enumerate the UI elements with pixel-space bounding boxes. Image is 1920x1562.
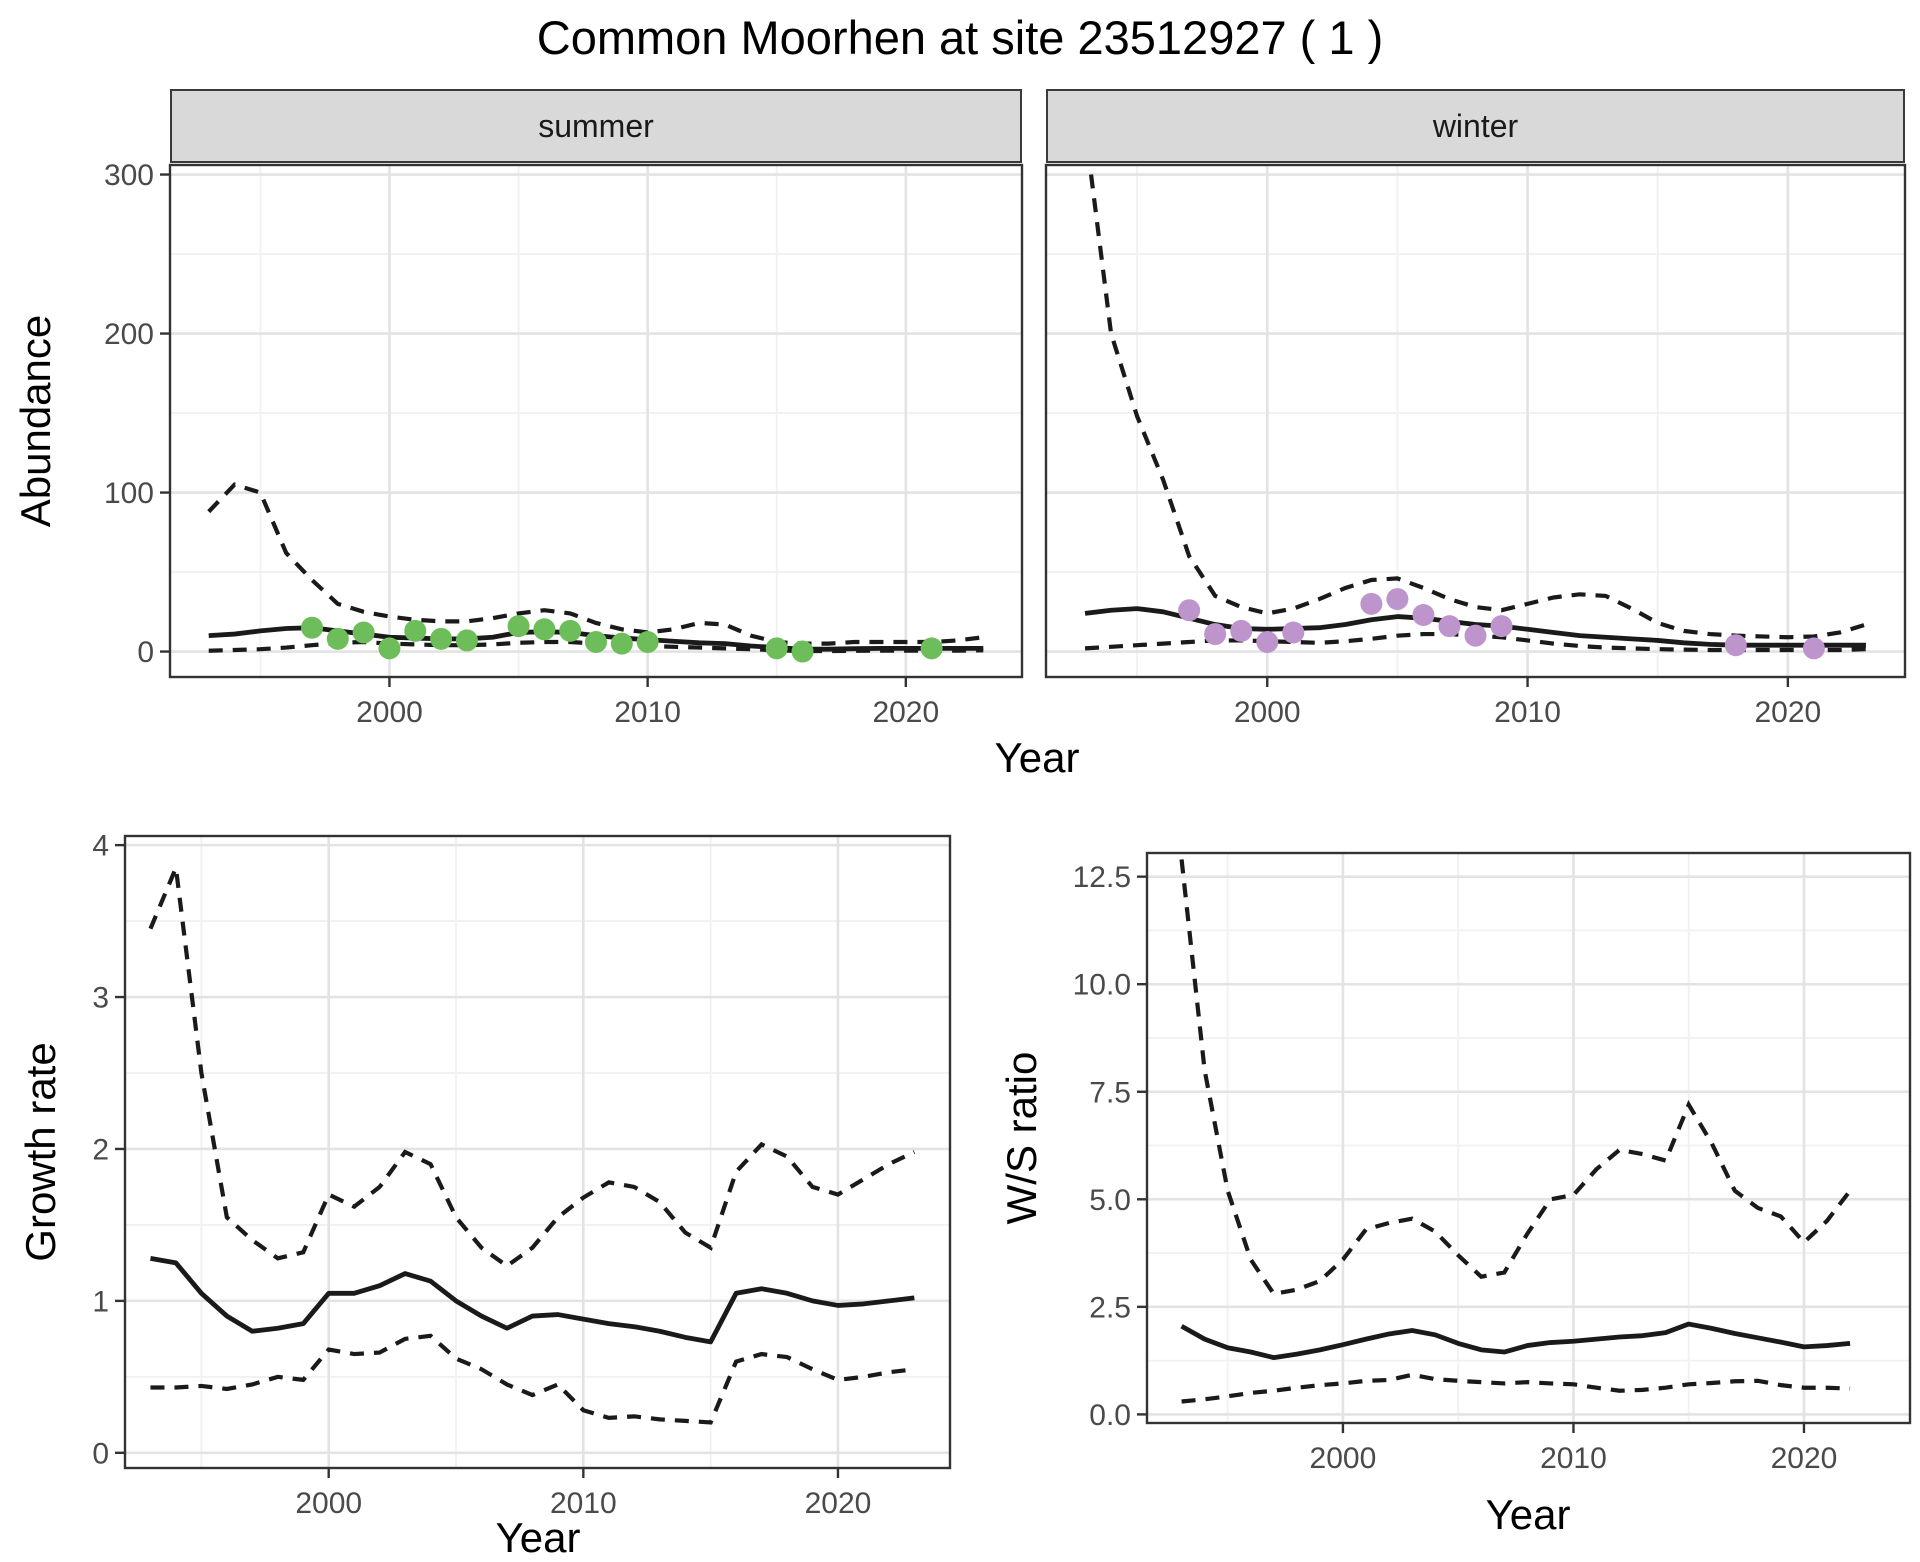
abundance_summer-point — [636, 631, 659, 654]
abundance_summer-panel-bg — [170, 165, 1022, 677]
abundance_summer-point — [791, 640, 814, 663]
ws_ratio-series — [1179, 859, 1852, 1404]
growth_rate-x-tick-label: 2000 — [295, 1487, 362, 1520]
ws_ratio-x-tick-label: 2020 — [1771, 1442, 1838, 1475]
growth_rate-estimate-line — [150, 1255, 915, 1345]
abundance_summer-y-tick-label: 300 — [104, 159, 154, 192]
growth_rate-y-tick-label: 4 — [92, 830, 109, 863]
ws_ratio-panel-border — [1145, 851, 1912, 1425]
abundance_summer-point — [585, 631, 607, 654]
growth_rate-series — [148, 859, 916, 1425]
abundance_summer-x-tick-label: 2020 — [872, 696, 939, 729]
abundance_winter-point — [1412, 603, 1435, 626]
ws_ratio-y-tick-label: 2.5 — [1089, 1291, 1131, 1324]
abundance_winter-x-tick-label: 2020 — [1754, 696, 1821, 729]
abundance_summer-upper-ci-line — [207, 482, 984, 646]
abundance_summer-point — [301, 616, 323, 639]
growth_rate-y-tick-label: 3 — [92, 982, 109, 1015]
abundance_winter-point — [1360, 592, 1383, 615]
abundance_summer-x-tick-label: 2010 — [614, 696, 681, 729]
growth_rate-panel-border — [123, 834, 952, 1470]
abundance_summer-point — [378, 637, 401, 660]
top-year-axis-title: Year — [994, 734, 1080, 781]
abundance_summer-y-tick-label: 100 — [104, 477, 154, 510]
abundance_winter-series — [1084, 165, 1867, 660]
abundance_summer-x-tick-label: 2000 — [356, 696, 423, 729]
abundance_winter-point — [1178, 599, 1201, 622]
ws_ratio-y-tick-label: 7.5 — [1089, 1076, 1131, 1109]
abundance_winter-point — [1386, 588, 1409, 611]
abundance_summer-point — [455, 629, 478, 652]
abundance_winter-panel-border — [1044, 163, 1907, 679]
abundance_winter-plot: 2000 2010 2020 — [1044, 163, 1907, 729]
abundance_winter-point — [1204, 623, 1227, 646]
abundance_summer-point — [765, 637, 788, 660]
facet-strip-summer: summer — [170, 89, 1022, 163]
abundance_winter-x-tick-label: 2000 — [1234, 696, 1301, 729]
abundance_summer-point — [559, 619, 582, 642]
abundance_summer-point — [430, 627, 453, 650]
abundance_winter-point — [1802, 637, 1825, 660]
abundance_summer-series — [207, 482, 984, 663]
ws_ratio-estimate-line — [1180, 1321, 1851, 1361]
abundance-axis-title: Abundance — [12, 314, 59, 528]
abundance_winter-point — [1490, 615, 1513, 638]
abundance_winter-point — [1724, 634, 1747, 657]
abundance_winter-x-tick-label: 2010 — [1494, 696, 1561, 729]
ws-ratio-axis-title: W/S ratio — [998, 1051, 1045, 1225]
ws_ratio-panel-bg — [1147, 853, 1910, 1423]
growth_rate-upper-ci-line — [148, 859, 916, 1269]
ws_ratio-plot: 2000 2010 2020 0.0 2.5 5.0 7.5 10.0 12.5 — [1073, 851, 1912, 1475]
growth-rate-axis-title: Growth rate — [17, 1042, 64, 1262]
abundance_summer-point — [533, 618, 556, 641]
chart-title: Common Moorhen at site 23512927 ( 1 ) — [536, 11, 1384, 64]
abundance_winter-point — [1230, 619, 1253, 642]
abundance_summer-point — [326, 627, 349, 650]
abundance_summer-point — [610, 632, 633, 655]
growth_rate-panel-bg — [125, 836, 950, 1468]
abundance_summer-point — [920, 637, 943, 660]
growth_rate-x-tick-label: 2010 — [550, 1487, 617, 1520]
ws_ratio-x-tick-label: 2010 — [1540, 1442, 1607, 1475]
abundance_winter-point — [1438, 615, 1461, 638]
abundance_winter-point — [1282, 621, 1305, 644]
ws-year-axis-title: Year — [1485, 1491, 1571, 1538]
growth_rate-lower-ci-line — [150, 1333, 915, 1425]
ws_ratio-y-tick-label: 10.0 — [1073, 969, 1131, 1002]
abundance_summer-y-tick-label: 200 — [104, 318, 154, 351]
growth_rate-y-tick-label: 2 — [92, 1133, 109, 1166]
ws_ratio-x-tick-label: 2000 — [1310, 1442, 1377, 1475]
abundance_summer-y-tick-label: 0 — [137, 636, 154, 669]
abundance_winter-point — [1256, 631, 1279, 654]
ws_ratio-y-tick-label: 0.0 — [1089, 1399, 1131, 1432]
growth_rate-y-tick-label: 0 — [92, 1437, 109, 1470]
facet-strip-winter-label: winter — [1432, 107, 1519, 144]
ws_ratio-y-tick-label: 5.0 — [1089, 1184, 1131, 1217]
growth_rate-y-tick-label: 1 — [92, 1285, 109, 1318]
facet-strip-winter: winter — [1046, 89, 1905, 163]
facet-strip-summer-label: summer — [538, 107, 654, 144]
abundance_summer-point — [352, 621, 375, 644]
abundance_summer-point — [404, 619, 427, 642]
ws_ratio-upper-ci-line — [1179, 859, 1852, 1297]
growth_rate-plot: 2000 2010 2020 0 1 2 3 4 — [92, 830, 952, 1520]
growth_rate-x-tick-label: 2020 — [805, 1487, 872, 1520]
ws_ratio-lower-ci-line — [1181, 1372, 1851, 1404]
abundance_summer-point — [507, 615, 530, 638]
abundance_summer-plot: 2000 2010 2020 0 100 200 300 — [104, 159, 1024, 729]
ws_ratio-y-tick-label: 12.5 — [1073, 861, 1131, 894]
abundance_summer-panel-border — [168, 163, 1024, 679]
abundance_winter-point — [1464, 624, 1487, 647]
growth-year-axis-title: Year — [495, 1514, 581, 1561]
abundance_winter-panel-bg — [1046, 165, 1905, 677]
